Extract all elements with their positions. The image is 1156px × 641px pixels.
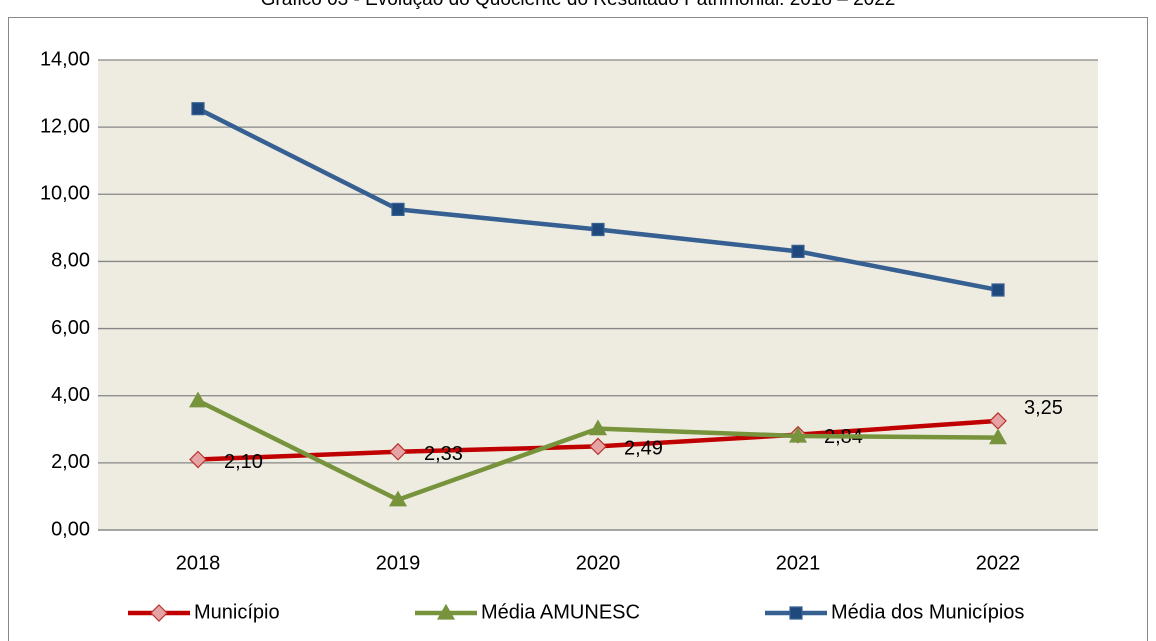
data-label: 3,25 (1024, 397, 1063, 419)
data-label: 2,33 (424, 443, 463, 465)
x-tick-label: 2022 (976, 552, 1021, 574)
diamond-marker (189, 450, 207, 469)
square-marker (789, 606, 803, 620)
chart-title: Gráfico 03 - Evolução do Quociente do Re… (261, 0, 896, 10)
data-label: 2,49 (624, 438, 663, 460)
x-tick-label: 2018 (176, 552, 221, 574)
triangle-marker (188, 391, 208, 408)
x-tick-label: 2021 (776, 552, 821, 574)
diamond-marker (150, 604, 168, 622)
legend-label: Média AMUNESC (481, 601, 640, 623)
y-tick-label: 8,00 (51, 250, 90, 272)
square-marker (591, 222, 605, 237)
square-marker (791, 244, 805, 258)
legend-label: Município (194, 601, 280, 623)
square-marker (391, 202, 405, 216)
y-tick-label: 6,00 (51, 317, 90, 339)
diamond-marker (389, 442, 407, 461)
triangle-marker (436, 603, 456, 620)
triangle-marker (588, 419, 608, 436)
y-tick-label: 4,00 (51, 384, 90, 406)
data-label: 2,10 (224, 451, 263, 473)
x-tick-label: 2019 (376, 552, 421, 574)
triangle-marker (788, 426, 808, 443)
square-marker (191, 102, 205, 116)
y-tick-label: 2,00 (51, 451, 90, 473)
triangle-marker (988, 428, 1008, 445)
x-tick-label: 2020 (576, 552, 621, 574)
legend-label: Média dos Municípios (831, 601, 1024, 623)
triangle-marker (388, 490, 408, 507)
y-tick-label: 14,00 (40, 48, 90, 70)
y-tick-label: 10,00 (40, 183, 90, 205)
y-tick-label: 12,00 (40, 115, 90, 137)
diamond-marker (589, 437, 607, 456)
square-marker (991, 283, 1005, 297)
y-tick-label: 0,00 (51, 518, 90, 540)
